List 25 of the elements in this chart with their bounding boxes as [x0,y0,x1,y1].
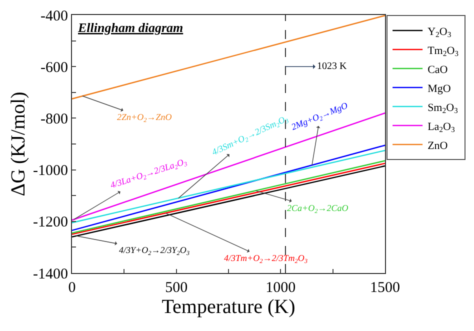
x-tick-label: 1000 [266,280,296,296]
annotation: 4/3Y+O$_{2}$→2/3Y$_{2}$O$_{3}$ [119,245,190,257]
y-tick-label: -800 [40,111,68,128]
legend-label: ZnO [428,140,448,152]
y-tick-label: -400 [40,8,68,24]
y-tick-label: -1000 [33,163,68,180]
legend-label: CaO [428,64,448,76]
x-tick-label: 1500 [370,280,400,296]
ref-line-label: 1023 K [317,61,348,72]
chart-title: Ellingham diagram [77,20,184,35]
x-tick-label: 500 [165,280,188,296]
legend-label: MgO [428,82,451,95]
y-axis-title: ΔG (KJ/mol) [8,92,30,196]
x-axis-title: Temperature (K) [162,296,296,318]
annotation: 2Ca+O$_{2}$→2CaO [287,203,349,215]
y-tick-label: -600 [40,60,68,76]
annotation: 2Zn+O$_{2}$→ZnO [117,112,172,124]
x-tick-label: 0 [68,280,76,296]
legend-label: La$_{2}$O$_{3}$ [428,120,455,134]
legend-label: Y$_{2}$O$_{3}$ [428,26,452,40]
annotation: 4/3Tm+O$_{2}$→2/3Tm$_{2}$O$_{3}$ [224,253,308,265]
y-tick-label: -1400 [33,266,68,282]
legend-label: Tm$_{2}$O$_{3}$ [428,44,459,58]
y-tick-label: -1200 [33,214,68,231]
legend-label: Sm$_{2}$O$_{3}$ [428,102,458,116]
